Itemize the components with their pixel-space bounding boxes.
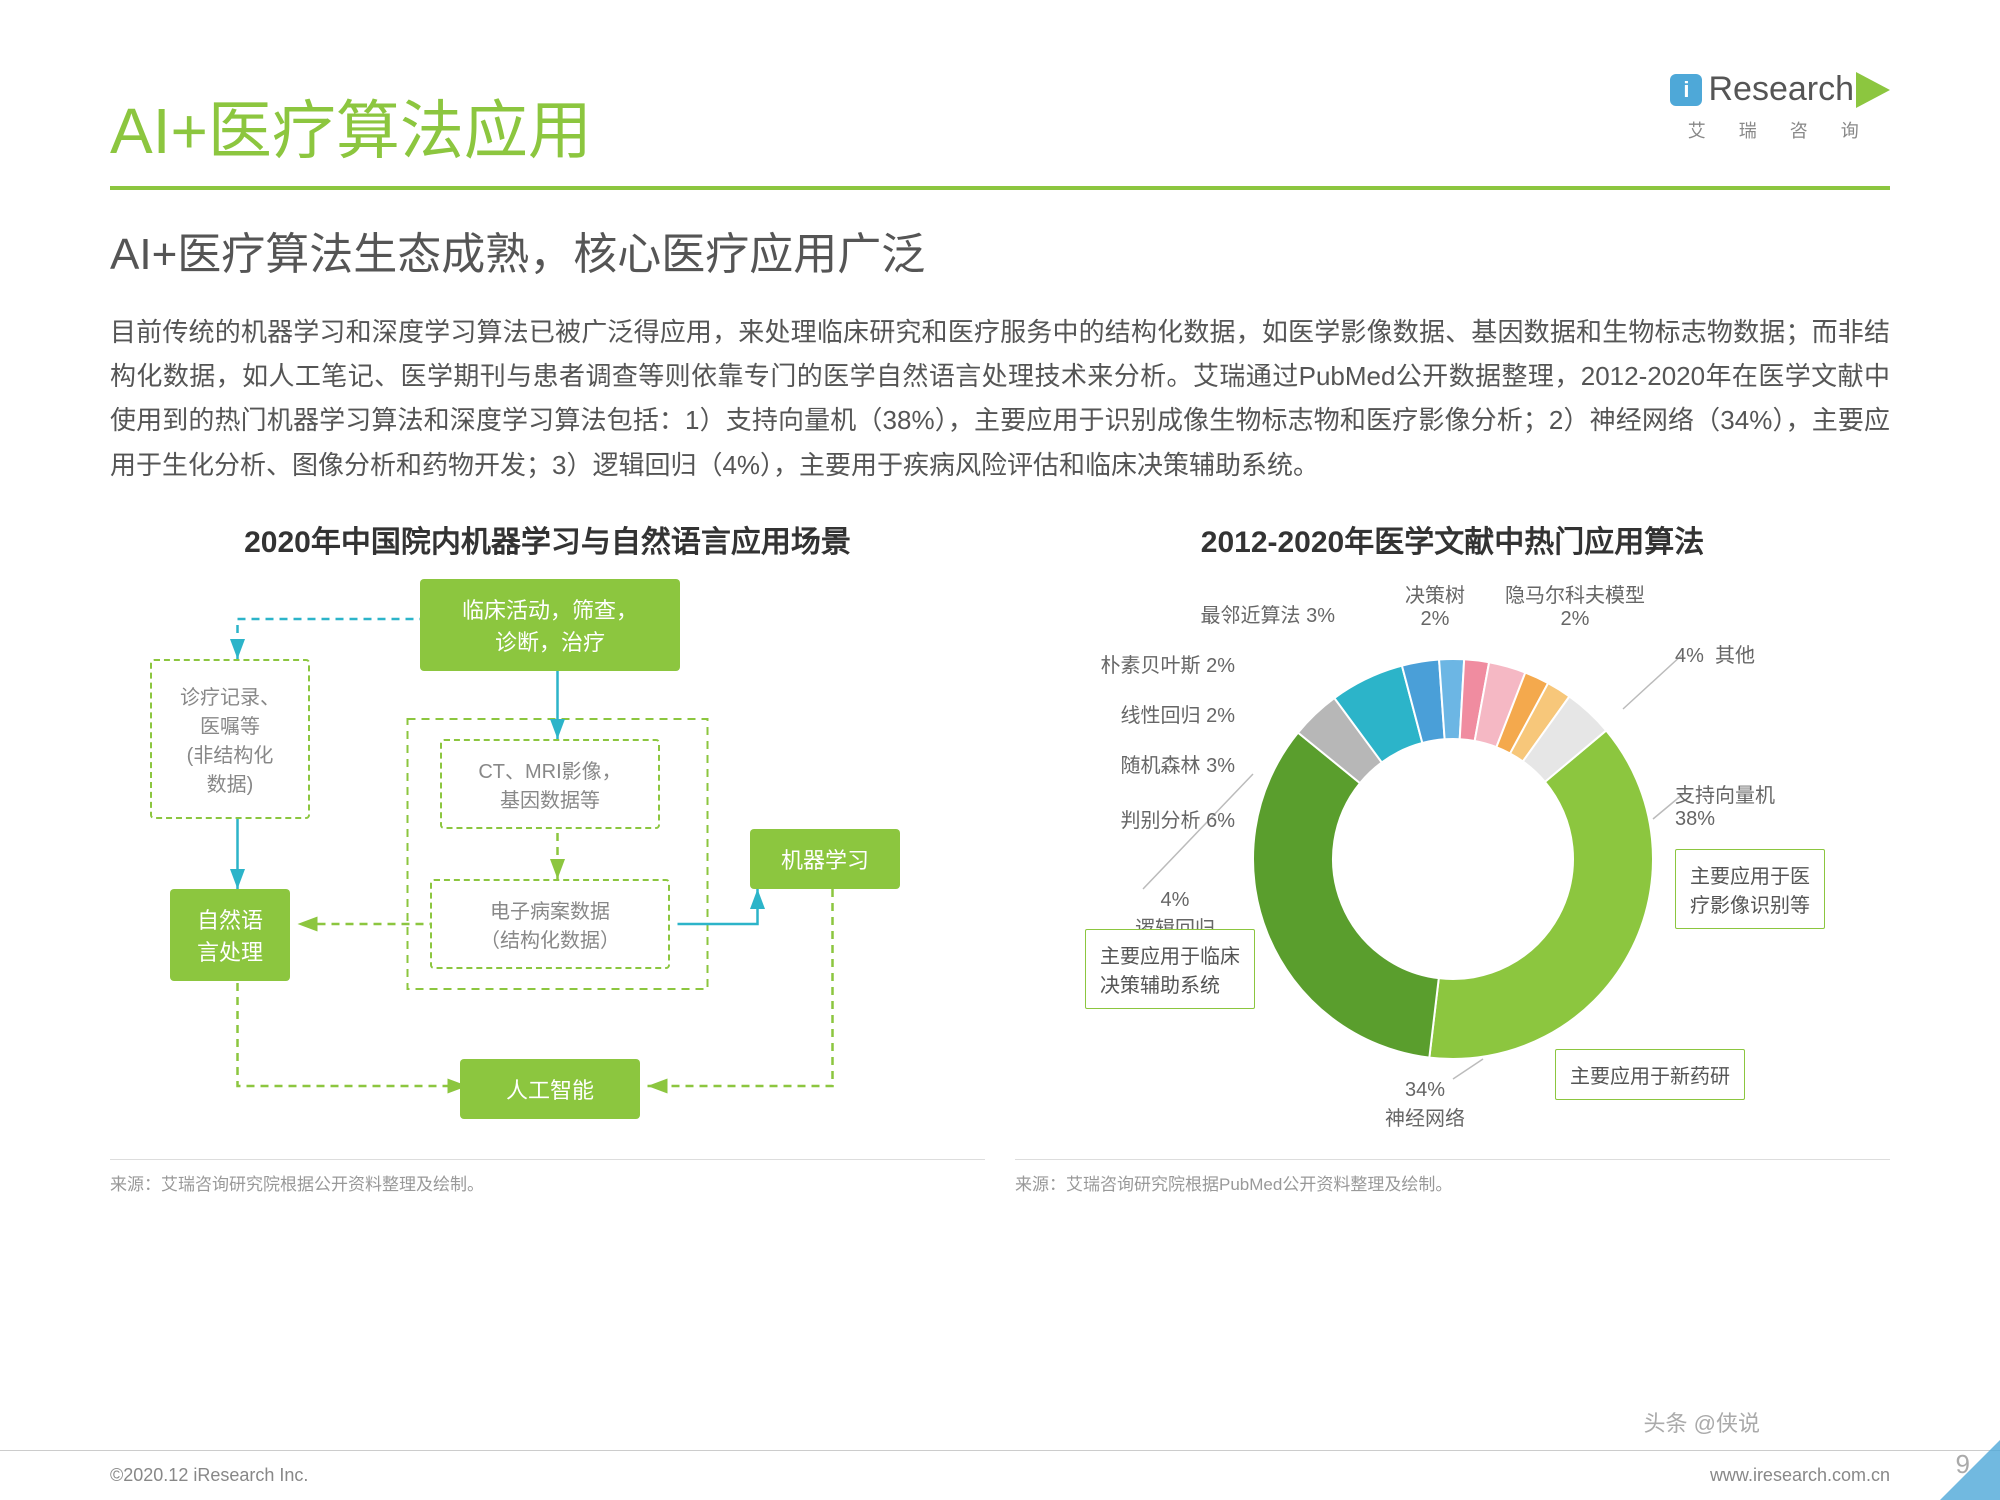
footer-corner-icon: [1940, 1440, 2000, 1500]
watermark: 头条 @侠说: [1644, 1406, 1760, 1438]
brand-logo: i Research 艾 瑞 咨 询: [1670, 70, 1890, 143]
donut-callout: 主要应用于医 疗影像识别等: [1675, 849, 1825, 929]
flowchart: 临床活动，筛查， 诊断，治疗诊疗记录、 医嘱等 (非结构化 数据) CT、MRI影…: [110, 579, 985, 1139]
page-subtitle: AI+医疗算法生态成熟，核心医疗应用广泛: [110, 218, 1890, 282]
logo-text: Research: [1708, 70, 1854, 109]
page-footer: ©2020.12 iResearch Inc. www.iresearch.co…: [0, 1450, 2000, 1500]
footer-copyright: ©2020.12 iResearch Inc.: [110, 1465, 308, 1486]
page-number: 9: [1956, 1449, 1970, 1480]
donut-label: 判别分析 6%: [1015, 804, 1235, 833]
donut-label: 4% 其他: [1675, 639, 1755, 668]
donut-label: 支持向量机38%: [1675, 779, 1775, 831]
donut-chart: 最邻近算法 3% 朴素贝叶斯 2% 线性回归 2% 随机森林 3% 判别分析 6% 决策树…: [1015, 579, 1890, 1139]
logo-flag-icon: [1856, 72, 1890, 108]
donut-label: 决策树2%: [1405, 579, 1465, 631]
donut-title: 2012-2020年医学文献中热门应用算法: [1015, 517, 1890, 561]
donut-label: 隐马尔科夫模型2%: [1505, 579, 1645, 631]
donut-slice: [1253, 732, 1439, 1057]
donut-label: 随机森林 3%: [1015, 749, 1235, 778]
footer-site: www.iresearch.com.cn: [1710, 1465, 1890, 1486]
donut-label: 最邻近算法 3%: [1015, 599, 1335, 628]
donut-label: 朴素贝叶斯 2%: [1015, 649, 1235, 678]
source-left: 来源：艾瑞咨询研究院根据公开资料整理及绘制。: [110, 1159, 985, 1195]
donut-label: 34%神经网络: [1385, 1079, 1465, 1131]
flow-node-ehr: 电子病案数据 （结构化数据）: [430, 879, 670, 969]
flow-node-ml: 机器学习: [750, 829, 900, 889]
donut-slice: [1429, 730, 1653, 1059]
donut-callout: 主要应用于新药研: [1555, 1049, 1745, 1100]
body-paragraph: 目前传统的机器学习和深度学习算法已被广泛得应用，来处理临床研究和医疗服务中的结构…: [110, 310, 1890, 487]
title-underline: [110, 186, 1890, 190]
donut-label: 线性回归 2%: [1015, 699, 1235, 728]
flow-node-clinical: 临床活动，筛查， 诊断，治疗: [420, 579, 680, 671]
logo-mark-icon: i: [1670, 74, 1702, 106]
flow-node-unstruct: 诊疗记录、 医嘱等 (非结构化 数据): [150, 659, 310, 819]
source-right: 来源：艾瑞咨询研究院根据PubMed公开资料整理及绘制。: [1015, 1159, 1890, 1195]
flow-node-imaging: CT、MRI影像， 基因数据等: [440, 739, 660, 829]
page-title: AI+医疗算法应用: [110, 80, 1890, 172]
donut-callout: 主要应用于临床 决策辅助系统: [1085, 929, 1255, 1009]
logo-subtitle: 艾 瑞 咨 询: [1670, 117, 1890, 143]
flow-node-nlp: 自然语 言处理: [170, 889, 290, 981]
flow-node-ai: 人工智能: [460, 1059, 640, 1119]
flowchart-title: 2020年中国院内机器学习与自然语言应用场景: [110, 517, 985, 561]
